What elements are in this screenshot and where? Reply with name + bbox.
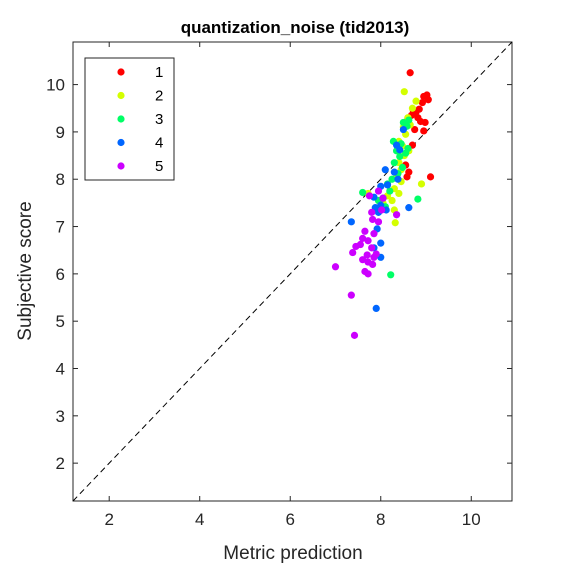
data-point-series-5 [370,253,378,261]
data-point-series-5 [349,248,357,257]
data-point-series-2 [408,104,417,112]
data-point-series-1 [424,96,432,104]
data-point-series-2 [391,219,399,227]
data-point-series-4 [390,168,398,176]
legend-label: 5 [155,158,163,175]
x-tick-label: 10 [462,510,481,529]
legend-label: 4 [155,135,163,152]
data-point-series-3 [359,188,367,197]
data-point-series-5 [364,270,372,278]
legend-label: 2 [155,88,163,105]
data-point-series-3 [388,175,396,183]
data-point-series-5 [350,331,359,339]
data-point-series-5 [374,187,383,195]
data-point-series-5 [331,263,340,271]
data-point-series-2 [417,180,426,188]
x-tick-label: 6 [286,510,295,529]
data-point-series-1 [411,125,419,134]
y-axis-label: Subjective score [15,201,36,340]
data-point-series-3 [396,152,404,161]
data-point-series-4 [396,146,404,154]
x-axis-label: Metric prediction [223,543,362,564]
data-point-series-3 [402,149,410,157]
data-point-series-5 [392,211,401,219]
data-point-series-5 [378,206,386,214]
data-point-series-4 [377,239,385,247]
data-point-series-5 [365,192,374,200]
data-point-series-5 [379,194,387,202]
data-point-series-4 [405,204,413,212]
data-point-series-1 [421,118,429,127]
data-point-series-5 [368,208,376,216]
data-point-series-4 [394,175,402,183]
data-point-series-3 [398,163,407,171]
data-point-series-5 [369,260,377,269]
data-point-series-3 [405,116,413,124]
legend-marker-5 [117,162,125,170]
data-point-series-1 [418,98,426,107]
data-point-series-5 [359,234,367,242]
legend-label: 1 [155,64,163,81]
data-point-series-2 [395,189,403,198]
data-point-series-5 [369,215,377,224]
data-point-series-1 [406,69,414,77]
y-tick-label: 8 [56,170,65,189]
x-tick-label: 2 [104,510,113,529]
legend-marker-3 [117,115,125,123]
data-point-series-5 [352,242,360,251]
data-point-series-2 [412,97,420,105]
legend-marker-2 [117,91,125,100]
y-tick-label: 4 [56,360,65,379]
data-point-series-5 [364,237,372,245]
y-axis-ticks: 2 3 4 5 6 7 8 9 10 [46,76,512,473]
data-point-series-4 [381,166,389,174]
y-tick-label: 6 [56,265,65,284]
data-point-series-5 [368,244,376,252]
chart-title: quantization_noise (tid2013) [181,18,410,37]
data-point-series-4 [372,304,380,313]
data-point-series-5 [374,218,383,226]
data-point-series-4 [347,218,355,226]
data-point-series-5 [347,291,355,299]
data-points [331,69,435,339]
y-tick-label: 5 [56,312,65,331]
data-point-series-3 [387,271,395,279]
x-tick-label: 8 [376,510,385,529]
data-point-series-5 [361,227,369,235]
data-point-series-3 [414,195,422,203]
x-tick-label: 4 [195,510,204,529]
y-tick-label: 3 [56,407,65,426]
legend-box [84,57,175,181]
data-point-series-5 [363,251,371,259]
data-point-series-4 [399,125,407,134]
y-tick-label: 2 [56,454,65,473]
y-tick-label: 7 [56,218,65,237]
data-point-series-3 [390,159,398,167]
data-point-series-1 [420,127,428,135]
data-point-series-2 [388,196,396,205]
data-point-series-1 [415,105,423,113]
identity-reference-line [72,41,513,502]
data-point-series-5 [359,256,367,264]
legend-marker-1 [117,68,125,76]
data-point-series-1 [403,173,411,181]
legend: 1 2 3 4 5 [84,57,175,181]
x-axis-ticks: 2 4 6 8 10 [104,42,481,529]
y-tick-label: 10 [46,76,65,95]
data-point-series-5 [370,230,378,238]
y-tick-label: 9 [56,123,65,142]
legend-marker-4 [117,138,125,147]
data-point-series-1 [426,173,435,181]
data-point-series-3 [386,187,394,195]
data-point-series-2 [400,88,408,96]
legend-label: 3 [155,111,163,128]
data-point-series-4 [383,181,392,189]
